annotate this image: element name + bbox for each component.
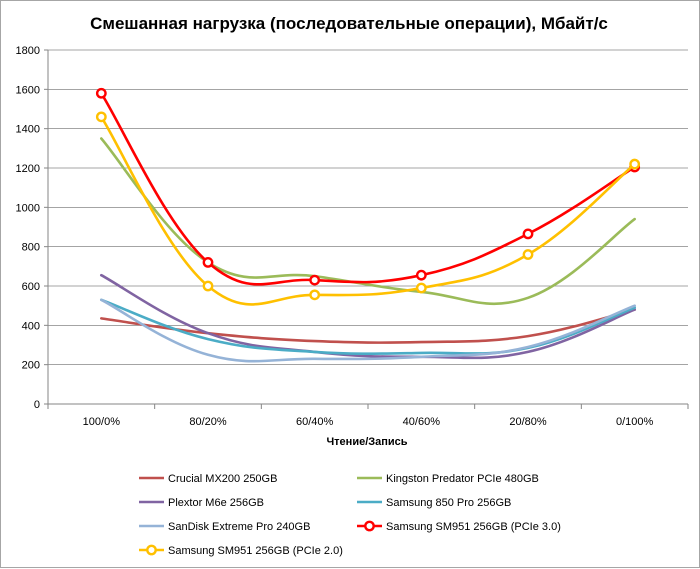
legend-label: Samsung SM951 256GB (PCIe 2.0) bbox=[168, 545, 343, 557]
gridlines bbox=[48, 49, 688, 405]
series-5 bbox=[95, 87, 641, 286]
series-lines bbox=[95, 87, 641, 363]
data-point bbox=[522, 249, 534, 260]
legend-item: SanDisk Extreme Pro 240GB bbox=[139, 521, 310, 533]
x-tick-label: 0/100% bbox=[616, 416, 654, 428]
x-tick-label: 80/20% bbox=[189, 416, 227, 428]
series-0 bbox=[100, 308, 636, 344]
y-tick-label: 1200 bbox=[16, 163, 40, 175]
data-point bbox=[202, 256, 214, 268]
legend: Crucial MX200 250GB Kingston Predator PCI… bbox=[139, 473, 561, 557]
series-2 bbox=[100, 273, 636, 360]
y-tick-label: 1400 bbox=[16, 124, 40, 136]
data-point bbox=[522, 228, 534, 240]
legend-item: Samsung SM951 256GB (PCIe 2.0) bbox=[139, 544, 343, 557]
legend-label: Samsung SM951 256GB (PCIe 3.0) bbox=[386, 521, 561, 533]
data-point bbox=[415, 269, 427, 281]
y-tick-label: 400 bbox=[22, 320, 40, 332]
series-line bbox=[100, 273, 636, 360]
data-point bbox=[415, 282, 427, 294]
x-tick-label: 100/0% bbox=[83, 416, 121, 428]
legend-label: Crucial MX200 250GB bbox=[168, 473, 277, 485]
series-line bbox=[100, 137, 636, 306]
data-point bbox=[309, 289, 321, 301]
y-tick-label: 1000 bbox=[16, 202, 40, 214]
x-tick-labels: 100/0% 80/20% 60/40% 40/60% 20/80% 0/100% bbox=[83, 416, 654, 428]
chart-title: Смешанная нагрузка (последовательные опе… bbox=[90, 14, 608, 33]
legend-item: Samsung 850 Pro 256GB bbox=[357, 497, 511, 509]
data-point bbox=[95, 87, 107, 99]
legend-marker bbox=[364, 520, 375, 532]
y-tick-label: 200 bbox=[22, 360, 40, 372]
data-point bbox=[309, 274, 321, 286]
legend-item: Kingston Predator PCIe 480GB bbox=[357, 473, 539, 485]
series-line bbox=[100, 92, 636, 286]
series-6 bbox=[95, 111, 641, 306]
y-tick-label: 1600 bbox=[16, 84, 40, 96]
series-line bbox=[100, 308, 636, 344]
x-tick-label: 20/80% bbox=[509, 416, 547, 428]
x-axis-label: Чтение/Запись bbox=[326, 436, 407, 448]
series-4 bbox=[100, 298, 636, 363]
data-point bbox=[95, 111, 107, 123]
data-point bbox=[202, 280, 214, 292]
x-tick-label: 60/40% bbox=[296, 416, 334, 428]
y-tick-label: 1800 bbox=[16, 45, 40, 57]
legend-label: SanDisk Extreme Pro 240GB bbox=[168, 521, 310, 533]
legend-label: Kingston Predator PCIe 480GB bbox=[386, 473, 539, 485]
legend-marker bbox=[146, 544, 157, 556]
legend-item: Crucial MX200 250GB bbox=[139, 473, 277, 485]
y-tick-label: 0 bbox=[34, 399, 40, 411]
legend-item: Plextor M6e 256GB bbox=[139, 497, 264, 509]
y-tick-label: 600 bbox=[22, 281, 40, 293]
series-1 bbox=[100, 137, 636, 306]
axes bbox=[44, 49, 689, 409]
y-tick-labels: 0 200 400 600 800 1000 1200 1400 1600 1800 bbox=[16, 45, 40, 411]
series-line bbox=[100, 115, 636, 306]
x-tick-label: 40/60% bbox=[403, 416, 441, 428]
legend-label: Plextor M6e 256GB bbox=[168, 497, 264, 509]
y-tick-label: 800 bbox=[22, 242, 40, 254]
legend-item: Samsung SM951 256GB (PCIe 3.0) bbox=[357, 520, 561, 533]
series-line bbox=[100, 298, 636, 363]
data-point bbox=[629, 158, 641, 170]
legend-label: Samsung 850 Pro 256GB bbox=[386, 497, 511, 509]
